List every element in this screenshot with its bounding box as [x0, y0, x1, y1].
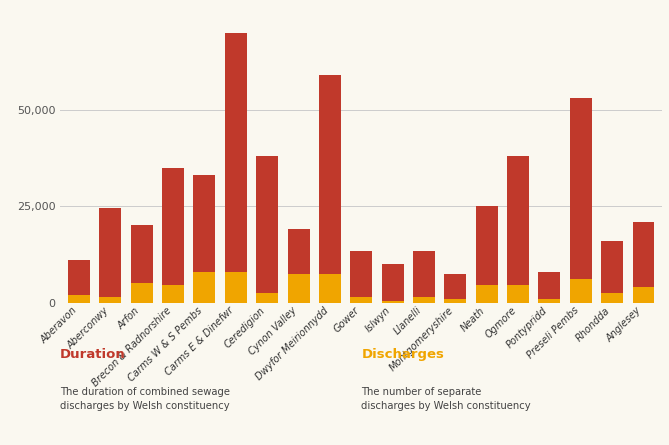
Bar: [100, 297, 121, 303]
Bar: [130, 283, 153, 303]
Text: The duration of combined sewage
discharges by Welsh constituency: The duration of combined sewage discharg…: [60, 388, 230, 411]
Bar: [130, 226, 153, 303]
Bar: [381, 301, 403, 303]
Bar: [444, 274, 466, 303]
Bar: [225, 32, 247, 303]
Bar: [288, 274, 310, 303]
Bar: [632, 222, 654, 303]
Bar: [162, 285, 184, 303]
Bar: [193, 175, 215, 303]
Bar: [351, 251, 372, 303]
Text: Duration: Duration: [60, 348, 126, 361]
Bar: [288, 229, 310, 303]
Bar: [444, 299, 466, 303]
Bar: [100, 208, 121, 303]
Bar: [570, 279, 592, 303]
Bar: [256, 293, 278, 303]
Bar: [256, 156, 278, 303]
Bar: [351, 297, 372, 303]
Bar: [413, 251, 435, 303]
Bar: [601, 241, 623, 303]
Bar: [225, 272, 247, 303]
Bar: [162, 168, 184, 303]
Text: The number of separate
discharges by Welsh constituency: The number of separate discharges by Wel…: [361, 388, 531, 411]
Bar: [476, 285, 498, 303]
Bar: [193, 272, 215, 303]
Bar: [68, 295, 90, 303]
Bar: [570, 98, 592, 303]
Bar: [413, 297, 435, 303]
Bar: [507, 156, 529, 303]
Bar: [539, 272, 561, 303]
Bar: [319, 274, 341, 303]
Bar: [539, 299, 561, 303]
Bar: [476, 206, 498, 303]
Bar: [381, 264, 403, 303]
Bar: [319, 75, 341, 303]
Bar: [68, 260, 90, 303]
Bar: [632, 287, 654, 303]
Bar: [507, 285, 529, 303]
Text: Discharges: Discharges: [361, 348, 444, 361]
Bar: [601, 293, 623, 303]
